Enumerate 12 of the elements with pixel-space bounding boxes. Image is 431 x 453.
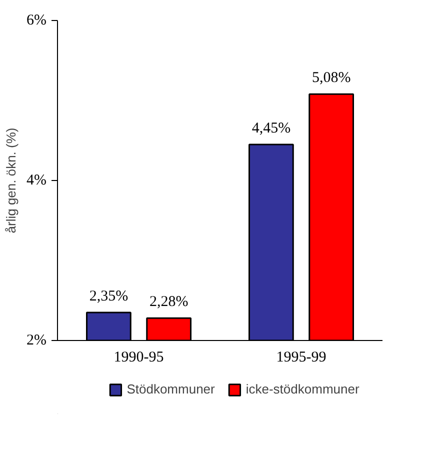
data-label: 4,45% — [252, 120, 291, 136]
data-label: 2,35% — [89, 288, 128, 304]
data-label: 5,08% — [312, 70, 351, 86]
legend-label: icke-stödkommuner — [246, 382, 360, 396]
y-tick-label: 4% — [26, 172, 47, 188]
x-tick-label: 1990-95 — [114, 350, 164, 366]
y-tick-label: 6% — [26, 12, 47, 28]
legend-label: Stödkommuner — [126, 382, 215, 396]
y-tick-label: 2% — [26, 332, 47, 348]
data-label: 2,28% — [149, 294, 188, 310]
x-tick-label: 1995-99 — [276, 350, 326, 366]
y-axis-title: årlig gen. ökn. (%) — [4, 128, 19, 234]
